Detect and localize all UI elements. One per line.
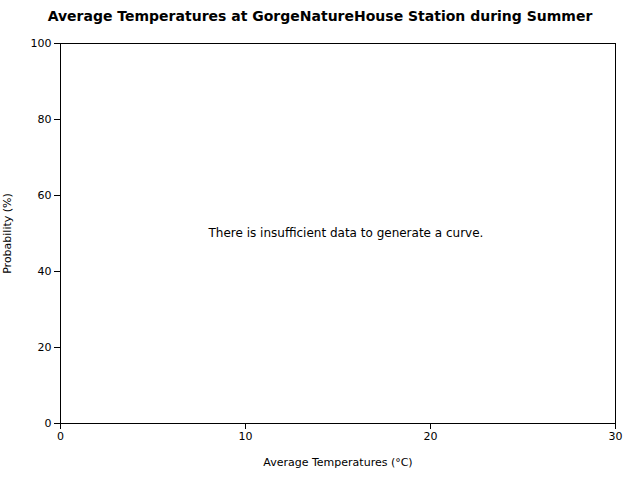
svg-text:There is insufficient data to: There is insufficient data to generate a… [208,226,484,240]
svg-text:80: 80 [38,113,52,126]
html-text:Average Temperatures at GorgeN: Average Temperatures at GorgeNatureHouse… [47,8,593,24]
svg-text:20: 20 [424,430,438,443]
svg-text:10: 10 [239,430,253,443]
svg-text:100: 100 [31,37,52,50]
svg-text:30: 30 [609,430,623,443]
svg-text:Probability (%): Probability (%) [1,193,14,274]
svg-text:60: 60 [38,189,52,202]
svg-text:0: 0 [45,417,52,430]
svg-text:Average Temperatures (°C): Average Temperatures (°C) [263,456,412,469]
svg-text:0: 0 [57,430,64,443]
svg-text:20: 20 [38,341,52,354]
svg-text:40: 40 [38,265,52,278]
